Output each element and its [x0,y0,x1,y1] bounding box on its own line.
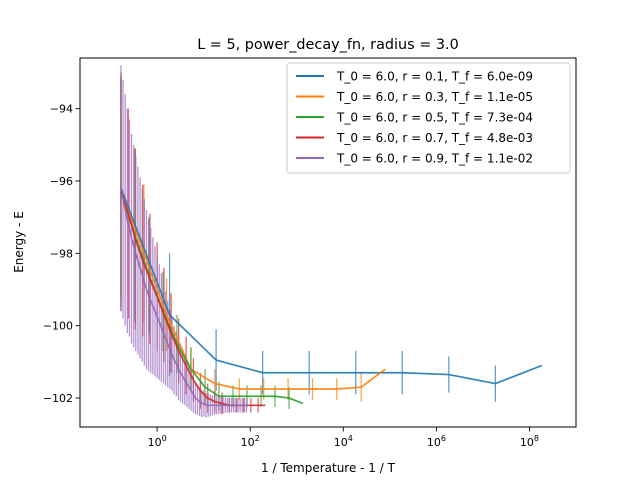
x-tick-label: 104 [334,434,353,449]
y-tick-label: −96 [50,175,73,188]
legend: T_0 = 6.0, r = 0.1, T_f = 6.0e-09 T_0 = 6… [286,62,571,174]
x-tick-label: 108 [520,434,539,449]
y-tick-label: −102 [43,392,73,405]
legend-label-4: T_0 = 6.0, r = 0.7, T_f = 4.8e-03 [336,131,533,145]
legend-label-2: T_0 = 6.0, r = 0.3, T_f = 1.1e-05 [336,90,533,104]
legend-label-5: T_0 = 6.0, r = 0.9, T_f = 1.1e-02 [336,152,533,166]
plot-area [120,65,543,418]
x-axis-label: 1 / Temperature - 1 / T [261,461,396,475]
x-axis: 100 102 104 106 108 [148,427,539,449]
series-line-1 [120,187,543,385]
chart-title: L = 5, power_decay_fn, radius = 3.0 [197,37,459,53]
x-tick-label: 102 [241,434,260,449]
y-axis-label: Energy - E [12,211,26,273]
legend-label-3: T_0 = 6.0, r = 0.5, T_f = 7.3e-04 [336,111,533,125]
series-lines [120,187,543,407]
series-line-2 [120,191,386,390]
x-tick-label: 106 [427,434,446,449]
plot-frame [79,57,577,428]
y-tick-label: −100 [43,320,73,333]
y-tick-label: −94 [50,103,73,116]
x-tick-label: 100 [148,434,167,449]
legend-items: T_0 = 6.0, r = 0.1, T_f = 6.0e-09 T_0 = 6… [296,70,533,166]
y-axis: −94 −96 −98 −100 −102 [43,103,80,405]
legend-box [286,62,571,174]
series-line-5 [120,188,249,407]
legend-label-1: T_0 = 6.0, r = 0.1, T_f = 6.0e-09 [336,70,533,84]
y-tick-label: −98 [50,247,73,260]
